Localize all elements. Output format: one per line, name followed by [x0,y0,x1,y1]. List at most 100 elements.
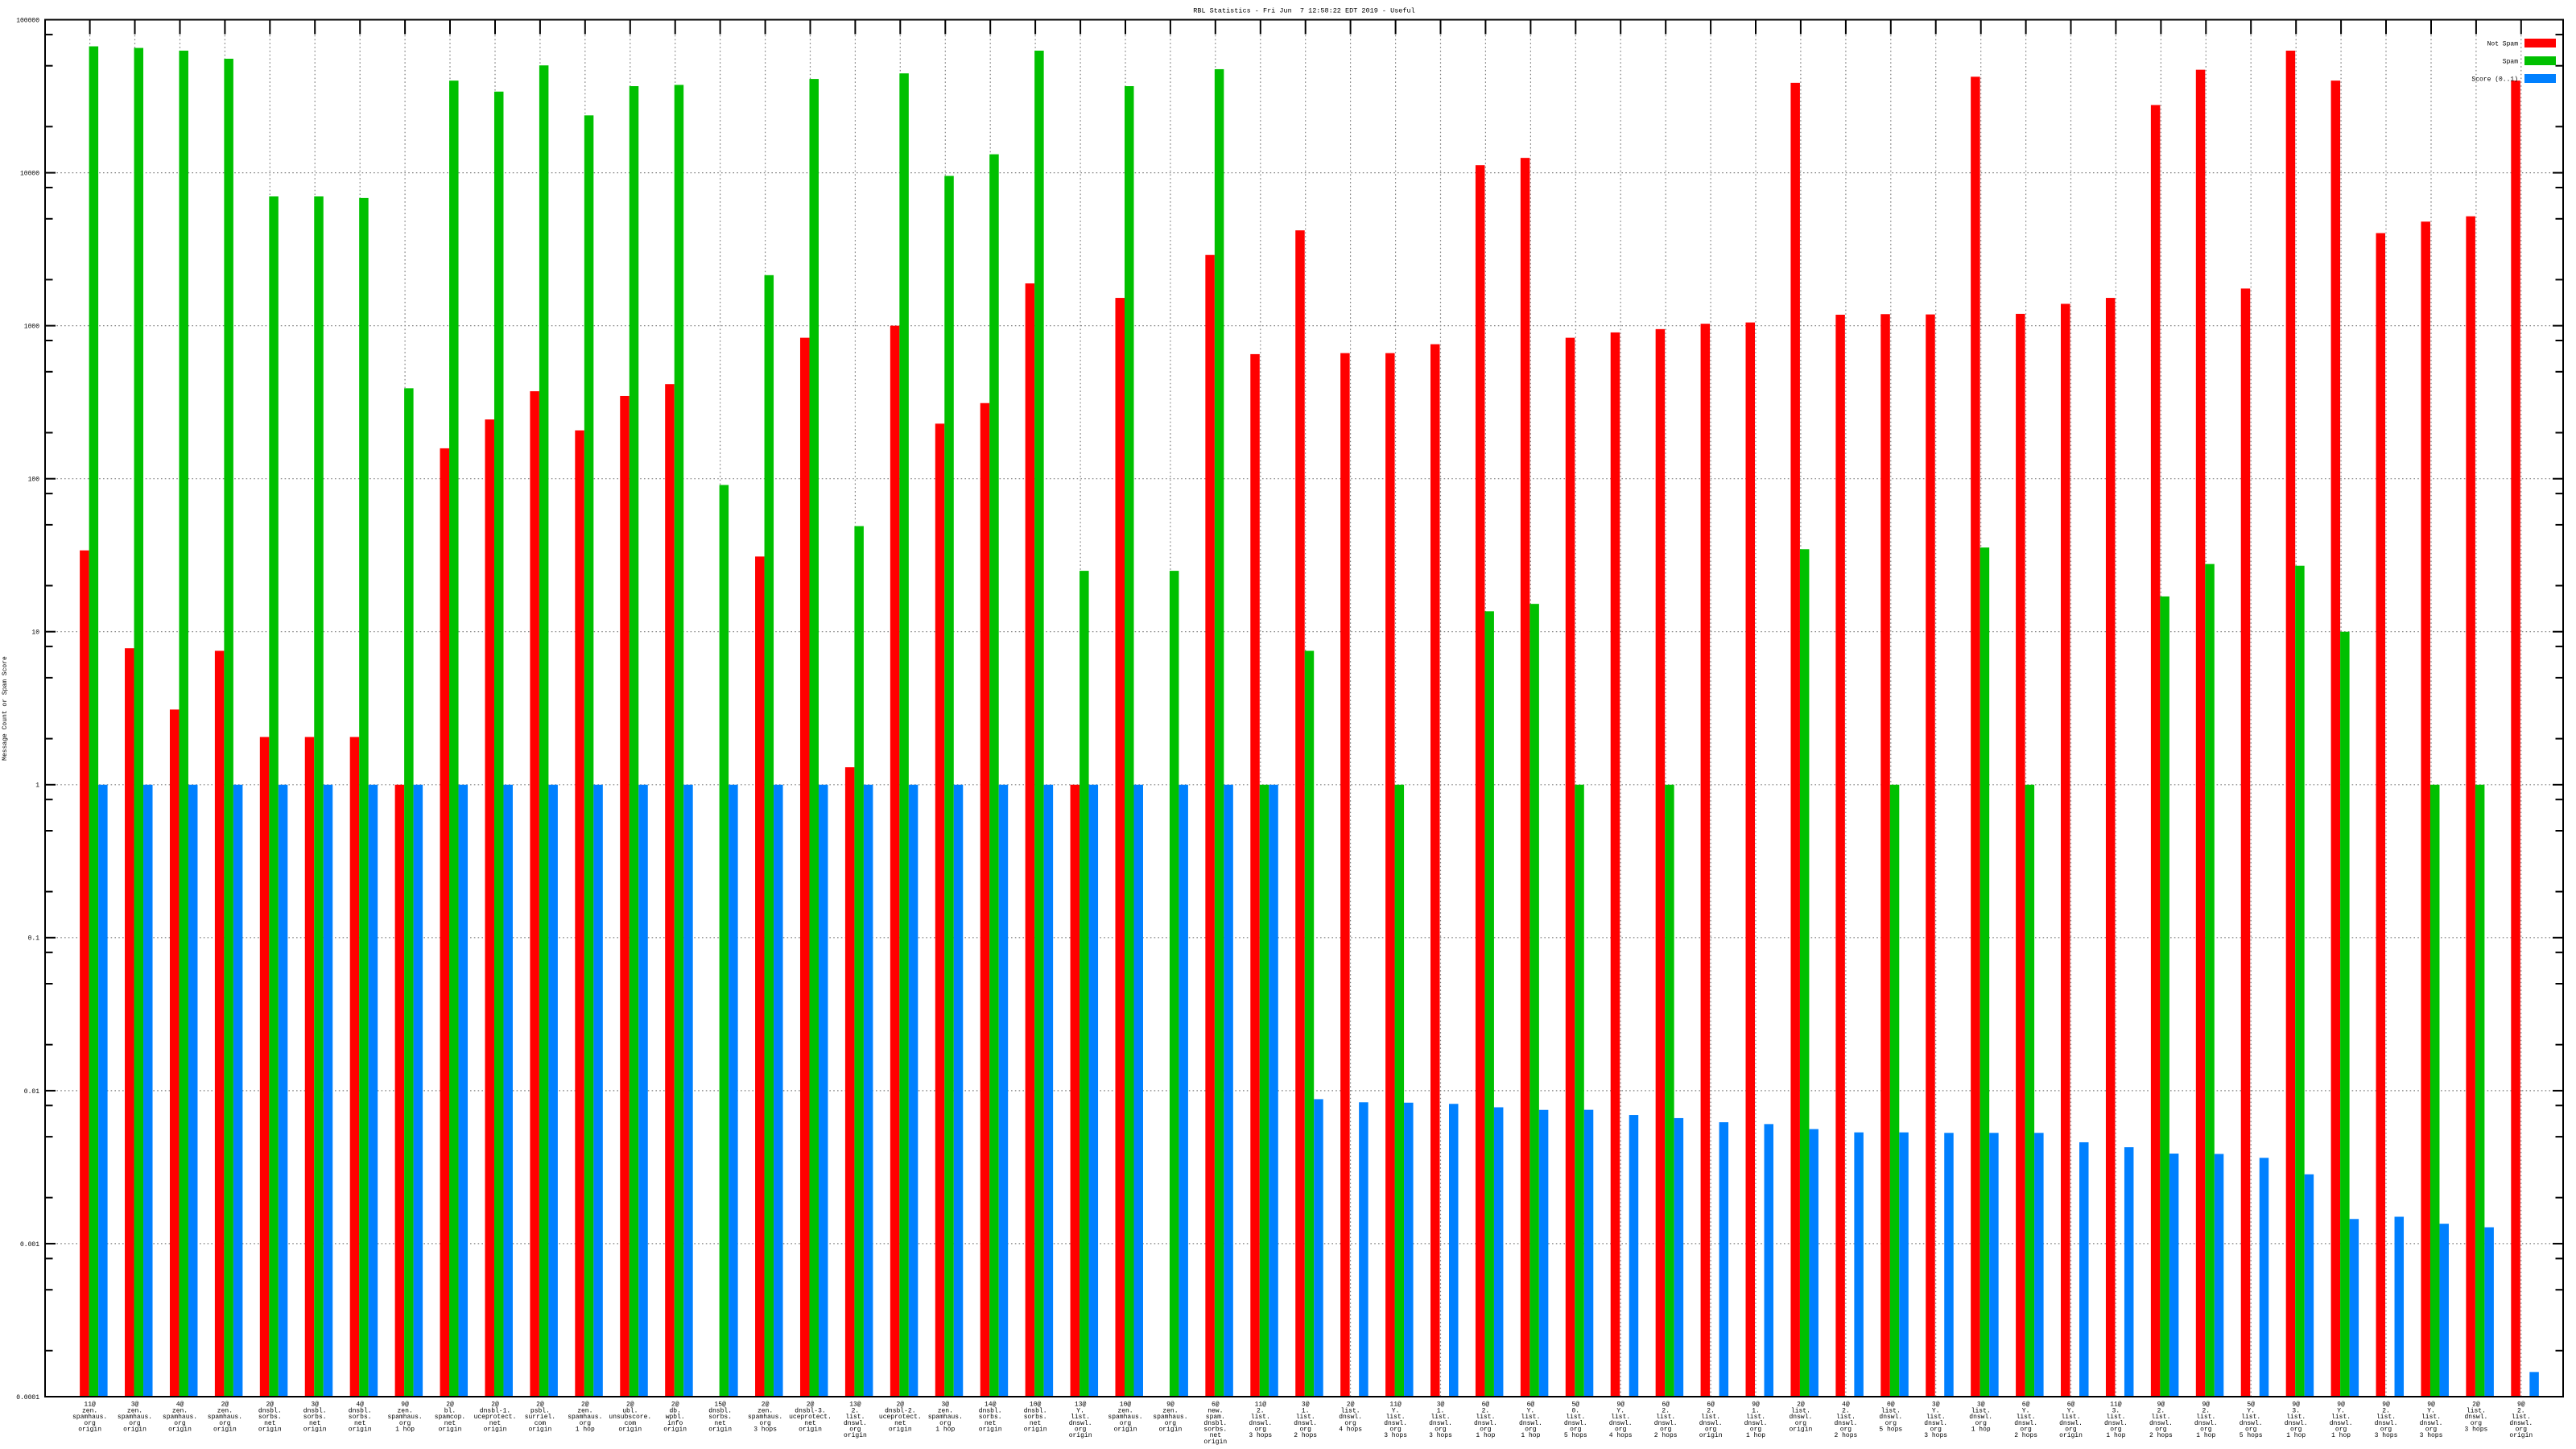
svg-text:9@: 9@ [1166,1402,1174,1409]
svg-text:list.: list. [2286,1414,2306,1421]
svg-text:origin: origin [1699,1432,1723,1439]
svg-text:list.: list. [1566,1414,1585,1421]
svg-text:surriel.: surriel. [525,1414,555,1421]
svg-text:1 hop: 1 hop [1521,1432,1540,1439]
svg-text:list.: list. [2467,1407,2486,1414]
svg-text:zen.: zen. [217,1407,233,1414]
svg-text:org: org [1570,1426,1582,1434]
svg-text:2@: 2@ [626,1402,634,1409]
svg-text:origin: origin [2059,1432,2083,1439]
svg-text:list.: list. [1071,1414,1090,1421]
svg-text:1: 1 [35,782,39,790]
svg-text:9@: 9@ [1616,1402,1624,1409]
svg-text:origin: origin [484,1426,507,1434]
svg-text:org: org [1975,1420,1987,1427]
svg-text:dnswl.: dnswl. [1609,1420,1633,1427]
svg-text:org: org [1480,1426,1492,1434]
svg-text:dnswl.: dnswl. [2240,1420,2263,1427]
svg-text:13@: 13@ [1075,1402,1087,1409]
svg-text:dnswl.: dnswl. [1789,1414,1812,1421]
svg-text:net: net [894,1420,906,1427]
svg-text:Y.: Y. [1932,1407,1940,1414]
svg-text:3@: 3@ [1977,1402,1985,1409]
svg-text:4@: 4@ [1842,1402,1850,1409]
svg-text:list.: list. [2421,1414,2441,1421]
svg-text:list.: list. [1476,1414,1495,1421]
svg-text:origin: origin [213,1426,237,1434]
svg-text:3@: 3@ [311,1402,319,1409]
svg-text:2@: 2@ [221,1402,229,1409]
svg-text:list.: list. [1611,1414,1630,1421]
svg-text:list.: list. [1430,1414,1450,1421]
svg-text:2.: 2. [2157,1407,2165,1414]
svg-text:org: org [1795,1420,1807,1427]
svg-text:zen.: zen. [1117,1407,1133,1414]
svg-text:sorbs.: sorbs. [258,1414,282,1421]
svg-text:zen.: zen. [758,1407,773,1414]
svg-text:9@: 9@ [2427,1402,2435,1409]
svg-text:dnswl.: dnswl. [2194,1420,2218,1427]
svg-text:origin: origin [1024,1426,1047,1434]
svg-text:2@: 2@ [807,1402,815,1409]
svg-text:11@: 11@ [2110,1402,2122,1409]
svg-text:dnswl.: dnswl. [844,1420,867,1427]
svg-text:origin: origin [1158,1426,1182,1434]
svg-text:dnswl.: dnswl. [2375,1420,2398,1427]
svg-text:origin: origin [1203,1439,1227,1446]
svg-text:Y.: Y. [2337,1407,2345,1414]
svg-text:org: org [1750,1426,1762,1434]
svg-text:list.: list. [1836,1414,1856,1421]
svg-text:0.1: 0.1 [28,935,40,943]
svg-text:wpbl.: wpbl. [666,1414,685,1421]
svg-text:dnswl.: dnswl. [1294,1420,1317,1427]
svg-text:net: net [985,1420,996,1427]
svg-text:dnsbl.: dnsbl. [979,1407,1002,1414]
svg-text:net: net [1030,1420,1041,1427]
svg-text:com: com [535,1420,547,1427]
svg-text:1 hop: 1 hop [2106,1432,2125,1439]
svg-text:list.: list. [2106,1414,2125,1421]
svg-text:org: org [1075,1426,1087,1434]
svg-text:13@: 13@ [849,1402,861,1409]
svg-text:org: org [1615,1426,1627,1434]
svg-text:spamhaus.: spamhaus. [208,1414,242,1421]
svg-text:origin: origin [618,1426,642,1434]
svg-text:5@: 5@ [2247,1402,2255,1409]
svg-text:dnsbl-2.: dnsbl-2. [885,1407,915,1414]
svg-text:Y.: Y. [1527,1407,1535,1414]
svg-text:3@: 3@ [1437,1402,1445,1409]
svg-text:2@: 2@ [446,1402,454,1409]
svg-text:5@: 5@ [1571,1402,1579,1409]
svg-text:0.01: 0.01 [24,1088,39,1096]
svg-text:uceprotect.: uceprotect. [474,1414,517,1421]
svg-text:dnswl.: dnswl. [2420,1420,2443,1427]
svg-text:org: org [759,1420,771,1427]
svg-text:dnsbl.: dnsbl. [303,1407,327,1414]
svg-text:org: org [84,1420,96,1427]
svg-text:2@: 2@ [671,1402,679,1409]
svg-text:2@: 2@ [2472,1402,2480,1409]
svg-text:2 hops: 2 hops [1654,1432,1678,1439]
svg-text:list.: list. [1701,1414,1720,1421]
svg-text:org: org [2425,1426,2438,1434]
svg-text:dnswl.: dnswl. [1879,1414,1902,1421]
svg-text:2.: 2. [1482,1407,1490,1414]
svg-text:list.: list. [2376,1414,2396,1421]
svg-text:5 hops: 5 hops [2240,1432,2263,1439]
svg-text:4 hops: 4 hops [1339,1426,1362,1434]
svg-text:list.: list. [1296,1414,1315,1421]
svg-text:2.: 2. [2202,1407,2210,1414]
svg-text:dnswl.: dnswl. [2149,1420,2173,1427]
svg-text:dnswl.: dnswl. [2014,1420,2037,1427]
svg-text:origin: origin [1789,1426,1812,1434]
svg-text:org: org [399,1420,411,1427]
svg-text:zen.: zen. [1162,1407,1178,1414]
svg-text:3.: 3. [2292,1407,2300,1414]
svg-text:2.: 2. [1842,1407,1850,1414]
svg-text:3@: 3@ [1932,1402,1940,1409]
svg-text:2@: 2@ [1797,1402,1805,1409]
svg-text:1.: 1. [1437,1407,1445,1414]
svg-text:2@: 2@ [491,1402,499,1409]
svg-text:sorbs.: sorbs. [303,1414,327,1421]
svg-text:6@: 6@ [2067,1402,2075,1409]
